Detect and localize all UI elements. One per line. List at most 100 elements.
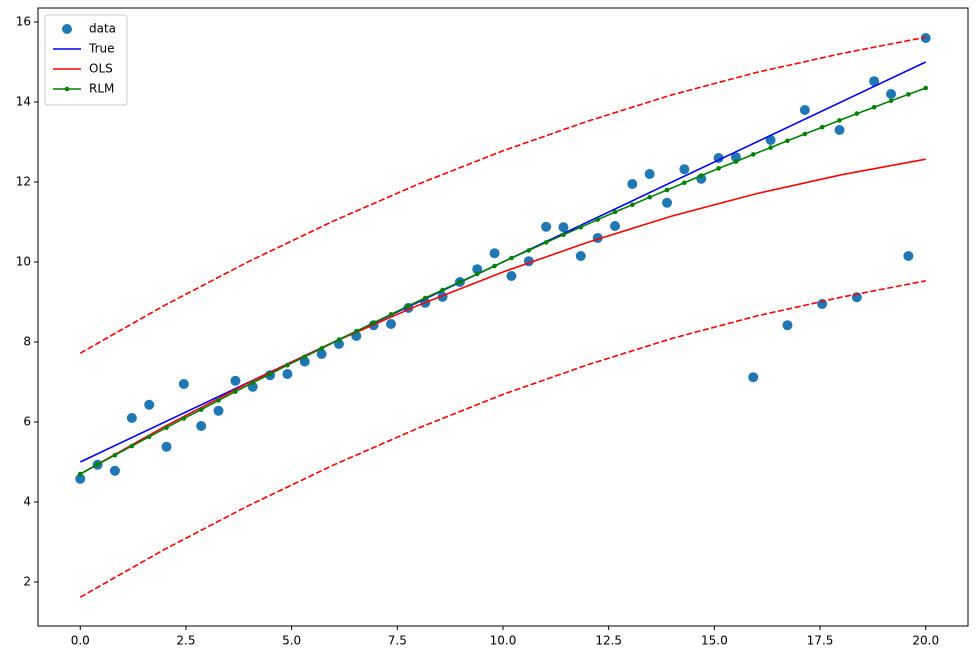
series-marker <box>198 407 204 412</box>
series-marker <box>543 240 549 245</box>
data-point <box>834 125 845 135</box>
data-point <box>644 169 655 179</box>
data-point <box>748 372 759 383</box>
data-point <box>282 369 293 379</box>
series-marker <box>906 92 911 97</box>
series-marker <box>77 471 83 477</box>
series-marker <box>250 380 256 386</box>
data-point <box>109 465 120 476</box>
series-marker <box>612 209 618 215</box>
series-marker <box>95 462 100 467</box>
series-marker <box>716 166 721 171</box>
series-marker <box>164 425 169 430</box>
series-marker <box>578 224 584 230</box>
series-marker <box>388 312 394 317</box>
data-point <box>316 349 327 359</box>
series-marker <box>129 443 135 449</box>
series-marker <box>457 279 463 285</box>
x-tick-label: 10.0 <box>490 634 517 648</box>
series-marker <box>371 320 376 326</box>
data-point <box>765 135 776 145</box>
x-tick-label: 7.5 <box>388 634 407 648</box>
data-point <box>575 251 586 261</box>
legend-marker <box>64 86 70 92</box>
data-point <box>886 89 897 99</box>
series-marker <box>422 295 428 301</box>
x-tick-label: 15.0 <box>701 634 728 648</box>
data-point <box>299 356 310 367</box>
legend-label: True <box>88 42 115 56</box>
data-point <box>178 379 189 389</box>
legend-label: RLM <box>89 82 114 96</box>
series-marker <box>802 131 808 137</box>
data-point <box>627 179 638 189</box>
data-point <box>75 473 86 484</box>
y-tick-label: 2 <box>23 575 31 589</box>
series-marker <box>181 416 187 421</box>
data-point <box>782 320 793 331</box>
series-marker <box>336 337 342 342</box>
series-marker <box>112 452 118 458</box>
series-marker <box>923 85 929 91</box>
series-marker <box>406 303 411 309</box>
series-marker <box>630 202 635 208</box>
x-tick-label: 0.0 <box>71 634 90 648</box>
data-point <box>385 319 396 329</box>
legend-label: OLS <box>89 62 113 76</box>
series-marker <box>819 124 825 130</box>
series-marker <box>854 111 860 116</box>
data-point <box>903 251 914 261</box>
series-marker <box>319 346 324 351</box>
data-point <box>126 413 137 423</box>
data-point <box>610 221 621 231</box>
data-point <box>213 405 224 416</box>
series-marker <box>785 138 790 144</box>
series-marker <box>647 194 652 200</box>
data-point <box>196 421 207 431</box>
series-marker <box>267 371 273 377</box>
x-tick-label: 5.0 <box>282 634 301 648</box>
legend-box <box>44 14 128 106</box>
series-marker <box>888 98 894 104</box>
series-line <box>79 158 926 475</box>
y-tick-label: 12 <box>16 175 31 189</box>
y-tick-label: 6 <box>23 415 31 429</box>
series-marker <box>216 398 221 403</box>
series-marker <box>698 173 704 178</box>
series-marker <box>509 255 514 261</box>
plot-area <box>38 8 968 626</box>
series-marker <box>526 248 532 253</box>
x-tick-label: 20.0 <box>912 634 939 648</box>
series-marker <box>837 118 842 123</box>
data-point <box>230 375 241 386</box>
data-point <box>662 197 673 208</box>
y-tick-label: 16 <box>16 15 31 29</box>
series-marker <box>233 389 238 394</box>
series-line <box>79 36 926 354</box>
series-marker <box>354 328 359 334</box>
series-marker <box>664 187 670 193</box>
series-line <box>79 280 926 598</box>
data-point <box>679 164 690 175</box>
data-point <box>144 399 155 410</box>
data-point <box>489 248 500 259</box>
data-point <box>541 221 552 232</box>
y-tick-label: 10 <box>16 255 31 269</box>
y-tick-label: 4 <box>23 495 31 509</box>
series-marker <box>750 152 756 157</box>
series-marker <box>440 287 445 293</box>
series-marker <box>733 159 739 164</box>
data-point <box>799 105 810 115</box>
series-marker <box>595 217 600 222</box>
series-marker <box>561 232 566 238</box>
series-marker <box>492 263 497 269</box>
x-tick-label: 12.5 <box>595 634 622 648</box>
series-marker <box>871 104 877 110</box>
series-marker <box>682 180 687 186</box>
data-point <box>506 271 517 281</box>
series-marker <box>285 362 290 368</box>
series-marker <box>768 145 773 150</box>
axes-frame <box>37 7 969 627</box>
legend-marker <box>62 24 72 34</box>
